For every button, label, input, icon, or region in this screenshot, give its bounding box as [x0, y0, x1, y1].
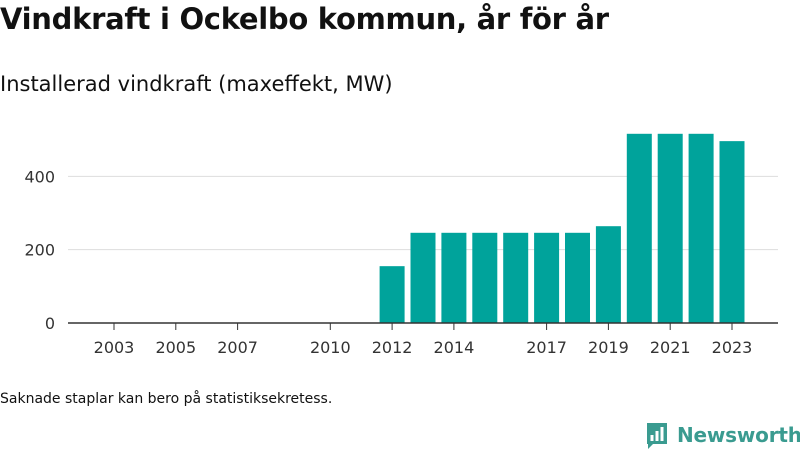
bar-2016: [503, 232, 529, 323]
x-tick-label: 2014: [434, 338, 475, 357]
bars: [379, 133, 745, 323]
y-axis-ticks: 0 200 400: [24, 167, 55, 333]
chart-subtitle: Installerad vindkraft (maxeffekt, MW): [0, 72, 393, 96]
y-tick-label: 200: [24, 241, 55, 260]
bar-2013: [410, 232, 436, 323]
bar-2018: [565, 232, 590, 323]
bar-2014: [441, 232, 467, 323]
bar-2021: [657, 133, 683, 323]
x-tick-label: 2023: [712, 338, 753, 357]
bar-2012: [379, 266, 405, 323]
x-tick-label: 2017: [526, 338, 567, 357]
bar-chart-speech-bubble-icon: [647, 423, 667, 449]
bar-2015: [472, 232, 498, 323]
y-tick-label: 400: [24, 167, 55, 186]
bar-chart: 0 200 400 2003 2005 2007 2010 2012 2014 2017 2019…: [24, 133, 778, 357]
bar-2023: [719, 141, 745, 323]
bar-2019: [595, 226, 621, 323]
x-tick-label: 2007: [217, 338, 258, 357]
bar-2020: [626, 133, 652, 323]
x-axis-ticks: 2003 2005 2007 2010 2012 2014 2017 2019 2021 2023: [94, 323, 753, 357]
bar-2022: [688, 133, 714, 323]
x-tick-label: 2021: [650, 338, 691, 357]
x-tick-label: 2003: [94, 338, 135, 357]
x-tick-label: 2005: [155, 338, 196, 357]
x-tick-label: 2010: [310, 338, 351, 357]
bar-2017: [534, 232, 560, 323]
chart-title: Vindkraft i Ockelbo kommun, år för år: [0, 2, 609, 36]
brand-name: Newsworthy: [677, 423, 800, 447]
y-tick-label: 0: [45, 314, 55, 333]
footnote: Saknade staplar kan bero på statistiksek…: [0, 391, 333, 407]
x-tick-label: 2012: [372, 338, 413, 357]
x-tick-label: 2019: [588, 338, 629, 357]
newsworthy-logo[interactable]: Newsworthy: [645, 420, 800, 450]
